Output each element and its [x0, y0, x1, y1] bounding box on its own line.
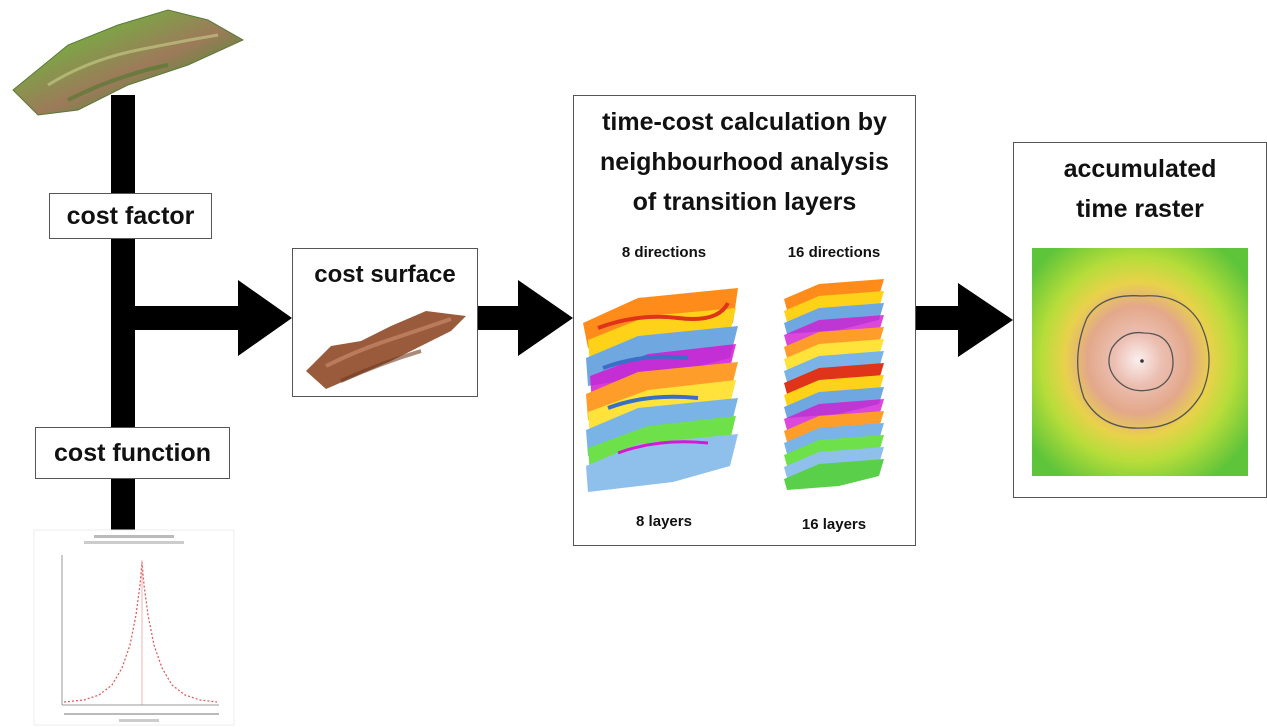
col8-footer: 8 layers: [636, 513, 692, 530]
time-cost-title-line1: time-cost calculation by: [602, 108, 887, 136]
accumulated-title-line1: accumulated: [1063, 155, 1217, 183]
time-cost-box: time-cost calculation by neighbourhood a…: [573, 95, 916, 546]
arrow-1-shaft: [135, 306, 245, 330]
col16-header: 16 directions: [787, 244, 881, 261]
time-cost-title-line2: neighbourhood analysis: [600, 148, 889, 176]
arrow-2-head: [518, 280, 573, 356]
accumulated-title-line2: time raster: [1076, 195, 1204, 223]
time-cost-title-line3: of transition layers: [632, 188, 857, 216]
cost-surface-title: cost surface: [314, 261, 456, 288]
cost-surface-box: cost surface: [292, 248, 478, 397]
arrow-3-shaft: [916, 306, 964, 330]
cost-function-label: cost function: [35, 427, 230, 479]
cost-surface-image: [306, 311, 466, 389]
transition-layer-stack-8: [583, 288, 738, 492]
col8-header: 8 directions: [621, 244, 707, 261]
cost-function-plot: [33, 529, 235, 726]
cost-factor-label: cost factor: [49, 193, 212, 239]
arrow-1-head: [238, 280, 292, 356]
arrow-2-shaft: [478, 306, 523, 330]
col16-footer: 16 layers: [801, 516, 867, 533]
accumulated-box: accumulated time raster: [1013, 142, 1267, 498]
terrain-image: [12, 9, 245, 116]
accumulated-raster-image: [1032, 248, 1248, 476]
arrow-3-head: [958, 283, 1013, 357]
transition-layer-stack-16: [784, 279, 884, 490]
